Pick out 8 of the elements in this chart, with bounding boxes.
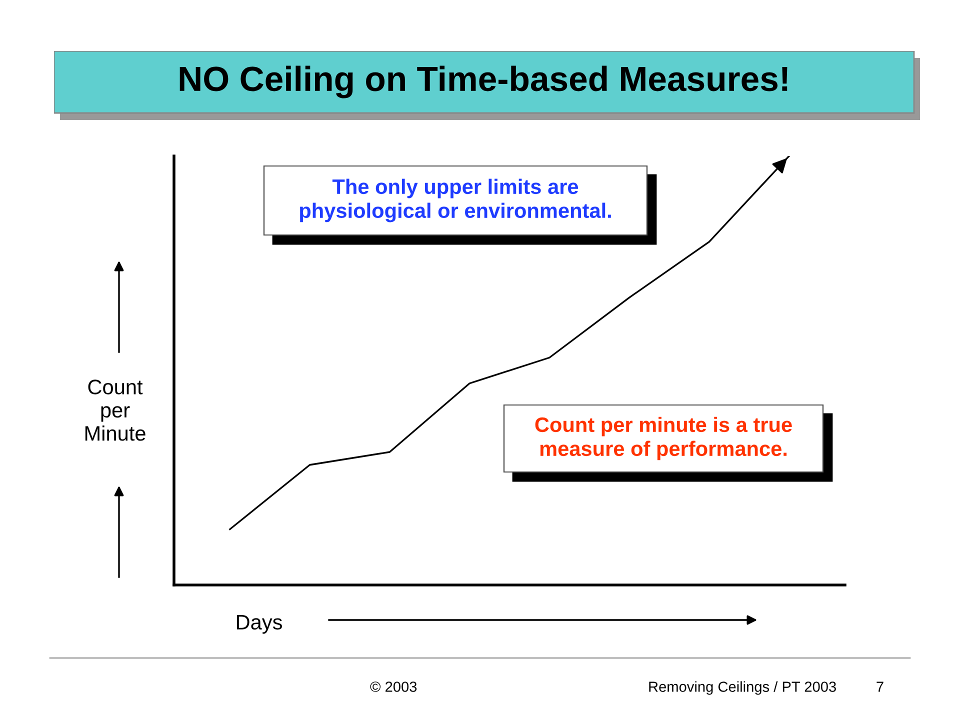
text: Removing Ceilings / PT 2003 — [649, 681, 836, 695]
text: © 2003 — [370, 682, 417, 692]
y-axis-title: Count per Minute — [85, 380, 146, 441]
chart-title: NO Ceiling on Time-based Measures! — [180, 66, 788, 98]
annotation: Count per minute is a true measure of performance. — [535, 416, 792, 460]
annotation: The only upper limits are physiological or environmental. — [300, 178, 611, 222]
text: 7 — [876, 682, 884, 692]
x-axis-title: Days — [236, 615, 282, 634]
